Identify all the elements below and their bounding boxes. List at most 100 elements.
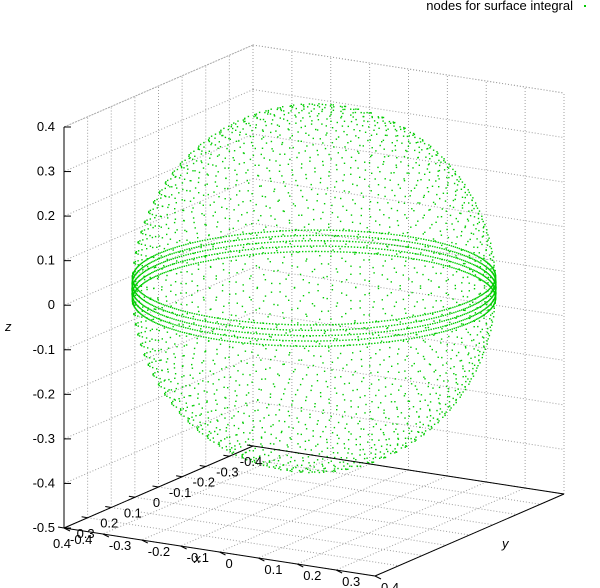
equator-node [283,345,285,347]
equator-node [250,332,252,334]
equator-node [306,234,308,237]
sphere-node [270,180,272,182]
equator-node [480,305,482,307]
equator-node [316,245,318,247]
sphere-node [363,112,365,114]
equator-node [284,235,286,237]
sphere-node [352,199,354,201]
sphere-node [133,262,135,264]
sphere-node [448,405,451,407]
sphere-node [397,438,400,440]
equator-node [381,248,383,250]
equator-node [176,314,178,316]
sphere-node [377,194,380,196]
equator-node [185,327,187,329]
equator-node [384,232,387,235]
sphere-node [134,304,136,306]
sphere-node [188,325,191,327]
sphere-node [194,387,196,389]
sphere-node [342,205,344,208]
sphere-node [331,284,334,287]
sphere-node [197,268,200,270]
equator-node [487,289,490,291]
equator-node [427,255,429,257]
equator-node [272,246,274,249]
equator-node [493,293,495,295]
sphere-node [218,445,221,447]
equator-node [212,237,214,240]
sphere-node [298,359,300,361]
equator-node [488,279,491,282]
sphere-node [193,404,195,407]
equator-node [199,319,201,322]
equator-node [139,279,141,282]
sphere-node [134,323,137,326]
sphere-node [156,368,158,370]
sphere-node [260,153,262,156]
equator-node [423,330,425,332]
equator-node [332,229,335,231]
sphere-node [141,316,143,318]
sphere-node [384,312,387,315]
equator-node [355,241,357,243]
sphere-node [290,104,292,107]
sphere-node [260,443,262,445]
sphere-node [406,445,408,448]
sphere-node [242,231,244,233]
equator-node [301,329,303,331]
sphere-node [432,313,434,315]
sphere-node [196,427,199,430]
sphere-node [431,223,433,226]
sphere-node [399,251,401,254]
sphere-node [410,441,413,443]
sphere-node [455,398,457,401]
equator-node [204,320,206,323]
equator-node [376,253,379,255]
sphere-node [389,226,391,228]
sphere-node [298,152,300,154]
equator-node [192,263,195,265]
equator-node [166,260,168,262]
sphere-node [453,404,455,406]
equator-node [141,309,143,311]
equator-node [183,315,185,318]
sphere-node [378,389,380,391]
equator-node [137,306,140,308]
sphere-node [334,196,336,199]
sphere-node [261,138,263,140]
equator-node [218,328,221,330]
equator-node [179,250,182,252]
sphere-node [287,163,290,165]
sphere-node [306,315,308,317]
sphere-node [237,120,239,122]
sphere-node [191,301,193,303]
sphere-node [390,172,392,174]
equator-node [477,317,479,320]
equator-node [352,251,354,254]
sphere-node [288,426,290,428]
equator-node [292,329,294,331]
equator-node [133,294,135,297]
equator-node [450,261,452,263]
equator-node [164,250,167,252]
sphere-node [207,163,210,165]
sphere-node [164,394,166,396]
sphere-node [489,326,491,328]
sphere-node [283,363,285,365]
sphere-node [283,210,285,213]
equator-node [317,329,319,331]
equator-node [401,250,403,253]
sphere-node [368,208,371,210]
sphere-node [447,184,449,186]
sphere-node [371,433,373,436]
sphere-node [254,410,256,412]
sphere-node [405,445,407,447]
equator-node [148,313,150,316]
equator-node [140,313,142,315]
equator-node [208,254,210,256]
sphere-node [415,319,417,322]
equator-node [176,324,178,327]
sphere-node [384,386,387,388]
sphere-node [479,362,481,364]
sphere-node [370,383,373,385]
